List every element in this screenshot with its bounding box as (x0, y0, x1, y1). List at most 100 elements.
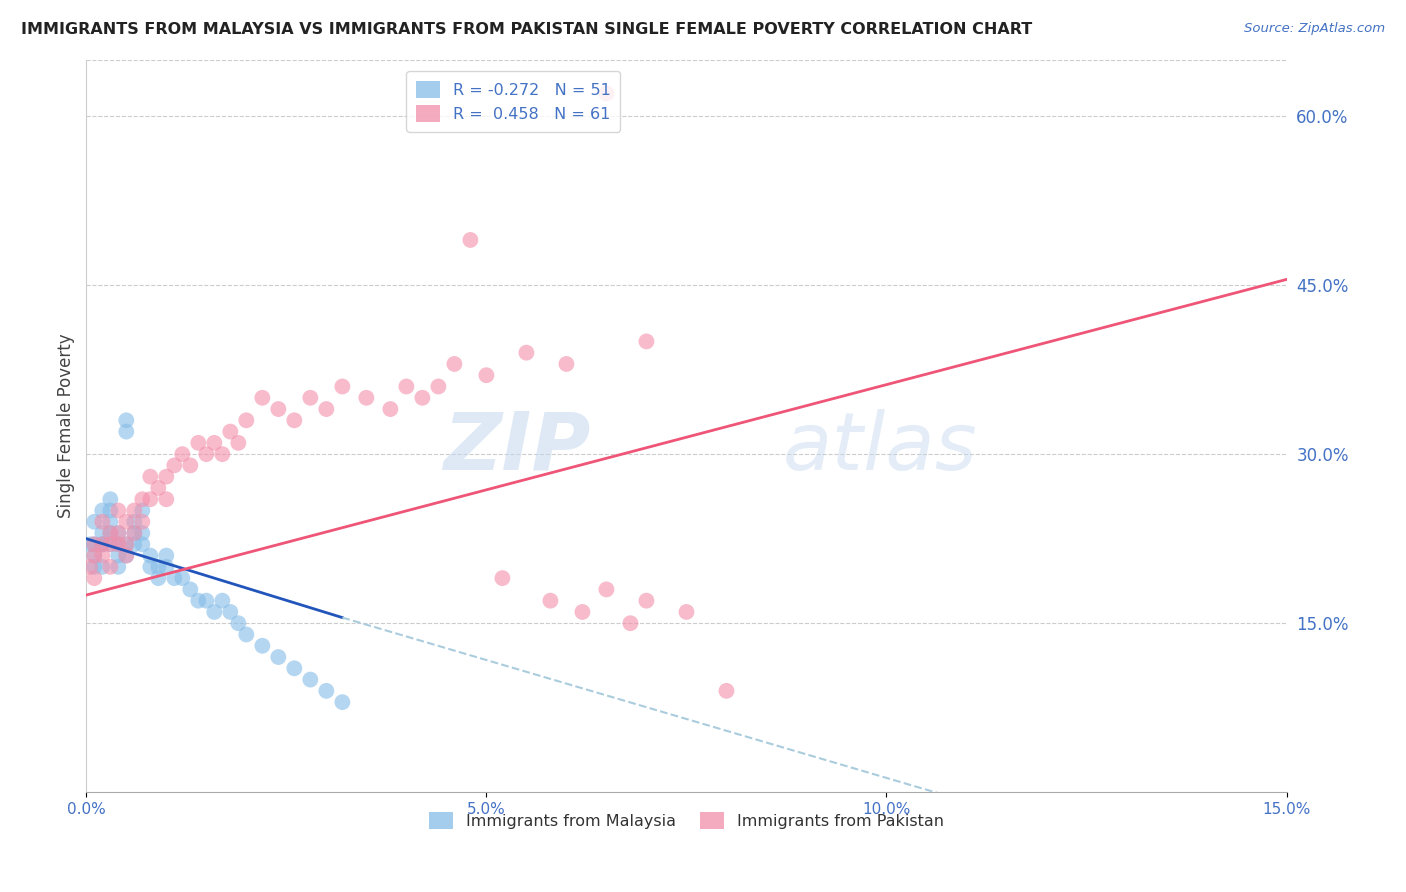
Point (172, 447, 194, 461)
Point (131, 503, 153, 517)
Legend: Immigrants from Malaysia, Immigrants from Pakistan: Immigrants from Malaysia, Immigrants fro… (423, 805, 950, 836)
Point (131, 537, 153, 551)
Point (107, 526, 129, 541)
Point (211, 593, 233, 607)
Point (91, 559, 114, 574)
Point (443, 357, 465, 371)
Point (299, 673, 322, 687)
Point (155, 559, 177, 574)
Point (411, 391, 433, 405)
Point (115, 537, 138, 551)
Point (219, 605, 242, 619)
Point (595, 87, 617, 101)
Point (619, 616, 641, 631)
Point (98, 559, 121, 574)
Point (148, 481, 170, 495)
Point (83, 559, 105, 574)
Point (155, 492, 177, 507)
Point (83, 537, 105, 551)
Point (131, 526, 153, 541)
Point (91, 549, 114, 563)
Point (115, 425, 138, 439)
Point (148, 571, 170, 585)
Point (202, 435, 225, 450)
Text: atlas: atlas (783, 409, 977, 487)
Point (83, 537, 105, 551)
Point (315, 402, 337, 417)
Point (515, 345, 537, 359)
Point (267, 650, 290, 665)
Point (98, 526, 121, 541)
Point (211, 447, 233, 461)
Point (202, 605, 225, 619)
Point (98, 537, 121, 551)
Point (460, 233, 482, 247)
Point (139, 469, 162, 483)
Point (395, 379, 418, 393)
Point (356, 391, 378, 405)
Point (107, 549, 129, 563)
Point (330, 695, 353, 709)
Point (252, 391, 274, 405)
Point (91, 537, 114, 551)
Point (636, 593, 658, 607)
Point (315, 684, 337, 698)
Point (491, 571, 513, 585)
Point (571, 605, 593, 619)
Point (107, 503, 129, 517)
Point (299, 391, 322, 405)
Point (716, 684, 738, 698)
Point (115, 515, 138, 529)
Point (115, 549, 138, 563)
Point (98, 515, 121, 529)
Point (179, 582, 201, 597)
Point (107, 559, 129, 574)
Point (148, 559, 170, 574)
Point (124, 503, 146, 517)
Point (91, 526, 114, 541)
Y-axis label: Single Female Poverty: Single Female Poverty (58, 334, 75, 518)
Point (283, 661, 305, 675)
Point (124, 526, 146, 541)
Point (79, 537, 101, 551)
Point (131, 492, 153, 507)
Point (139, 549, 162, 563)
Point (163, 458, 186, 473)
Point (115, 537, 138, 551)
Point (155, 469, 177, 483)
Point (124, 537, 146, 551)
Point (91, 537, 114, 551)
Point (555, 357, 578, 371)
Point (155, 549, 177, 563)
Point (172, 571, 194, 585)
Text: IMMIGRANTS FROM MALAYSIA VS IMMIGRANTS FROM PAKISTAN SINGLE FEMALE POVERTY CORRE: IMMIGRANTS FROM MALAYSIA VS IMMIGRANTS F… (21, 22, 1032, 37)
Point (195, 447, 218, 461)
Point (98, 492, 121, 507)
Point (83, 571, 105, 585)
Point (675, 605, 697, 619)
Text: Source: ZipAtlas.com: Source: ZipAtlas.com (1244, 22, 1385, 36)
Point (91, 503, 114, 517)
Point (187, 593, 209, 607)
Point (427, 379, 450, 393)
Point (283, 413, 305, 427)
Point (538, 593, 561, 607)
Text: ZIP: ZIP (443, 409, 591, 487)
Point (91, 537, 114, 551)
Point (107, 537, 129, 551)
Point (131, 515, 153, 529)
Point (228, 435, 250, 450)
Point (139, 559, 162, 574)
Point (179, 458, 201, 473)
Point (267, 402, 290, 417)
Point (330, 379, 353, 393)
Point (91, 515, 114, 529)
Point (139, 492, 162, 507)
Point (380, 402, 402, 417)
Point (98, 526, 121, 541)
Point (595, 582, 617, 597)
Point (124, 515, 146, 529)
Point (235, 627, 257, 641)
Point (636, 334, 658, 349)
Point (107, 526, 129, 541)
